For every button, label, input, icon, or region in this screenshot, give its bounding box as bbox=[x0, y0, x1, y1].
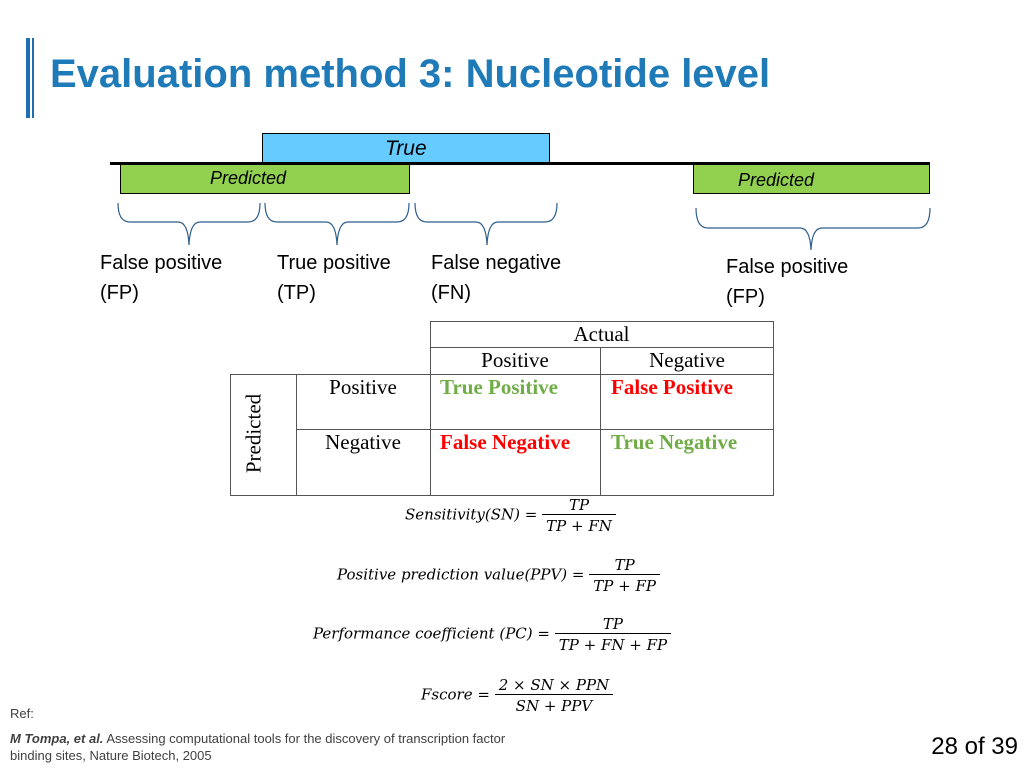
matrix-hline-1 bbox=[430, 347, 773, 348]
formula-fraction: 2 × SN × PPN SN + PPV bbox=[494, 676, 614, 715]
bracket-label-line1: False positive bbox=[100, 252, 223, 274]
matrix-vline-1 bbox=[296, 374, 297, 495]
matrix-hline-2 bbox=[296, 429, 773, 430]
matrix-vline-2 bbox=[600, 347, 601, 495]
formula-denominator: SN + PPV bbox=[494, 694, 614, 715]
cell-false-positive: False Positive bbox=[611, 375, 733, 399]
row-header-negative: Negative bbox=[325, 430, 401, 454]
reference-label: Ref: bbox=[10, 706, 34, 721]
formula-numerator: TP bbox=[602, 615, 623, 633]
bracket-label-tp: True positive (TP) bbox=[277, 248, 391, 308]
true-label: True bbox=[385, 137, 427, 160]
formula-pc: Performance coefficient (PC) = TP TP + FN… bbox=[313, 615, 672, 654]
predicted-label-left: Predicted bbox=[210, 168, 287, 188]
formula-numerator: TP bbox=[568, 496, 590, 514]
bracket-label-line1: True positive bbox=[277, 252, 391, 274]
actual-header: Actual bbox=[573, 322, 630, 346]
formula-denominator: TP + FP bbox=[589, 574, 660, 595]
formula-fraction: TP TP + FN + FP bbox=[554, 615, 672, 654]
formula-ppv: Positive prediction value(PPV) = TP TP + … bbox=[337, 556, 660, 595]
formula-lhs: Sensitivity(SN) = bbox=[405, 505, 538, 524]
formula-lhs: Positive prediction value(PPV) = bbox=[337, 565, 585, 584]
brace-fp-left bbox=[117, 202, 261, 246]
cell-true-negative: True Negative bbox=[611, 430, 738, 454]
formula-numerator: 2 × SN × PPN bbox=[498, 676, 610, 694]
formula-numerator: TP bbox=[614, 556, 635, 574]
predicted-label-right: Predicted bbox=[738, 170, 815, 190]
bracket-label-line2: (FP) bbox=[726, 286, 765, 308]
matrix-outer-bottom bbox=[230, 374, 774, 496]
bracket-label-line1: False positive bbox=[726, 256, 849, 278]
slide-title: Evaluation method 3: Nucleotide level bbox=[50, 52, 771, 96]
bracket-label-line2: (TP) bbox=[277, 282, 316, 304]
formula-fraction: TP TP + FN bbox=[542, 496, 616, 535]
bracket-label-line1: False negative bbox=[431, 252, 562, 274]
formula-sensitivity: Sensitivity(SN) = TP TP + FN bbox=[405, 496, 616, 535]
cell-true-positive: True Positive bbox=[440, 375, 559, 399]
cell-false-negative: False Negative bbox=[440, 430, 571, 454]
bracket-label-fn: False negative (FN) bbox=[431, 248, 561, 308]
braces-layer bbox=[117, 202, 931, 251]
predicted-box-right bbox=[693, 164, 930, 194]
row-header-positive: Positive bbox=[329, 375, 397, 399]
bracket-label-fp-left: False positive (FP) bbox=[100, 248, 222, 308]
formula-denominator: TP + FN + FP bbox=[554, 633, 672, 654]
formula-lhs: Performance coefficient (PC) = bbox=[313, 624, 550, 643]
true-region-box bbox=[262, 133, 550, 163]
brace-tp bbox=[264, 202, 410, 246]
brace-fn bbox=[414, 202, 558, 246]
brace-fp-right bbox=[695, 207, 931, 251]
formula-lhs: Fscore = bbox=[421, 685, 490, 704]
col-header-negative: Negative bbox=[649, 348, 725, 372]
bracket-label-fp-right: False positive (FP) bbox=[726, 252, 848, 312]
reference-citation: M Tompa, et al. Assessing computational … bbox=[10, 730, 530, 764]
formula-fscore: Fscore = 2 × SN × PPN SN + PPV bbox=[421, 676, 614, 715]
reference-authors: M Tompa, et al. bbox=[10, 731, 104, 746]
predicted-header: Predicted bbox=[241, 393, 266, 474]
title-accent-bar bbox=[26, 38, 30, 118]
title-accent-bar-thin bbox=[32, 38, 34, 118]
confusion-matrix: Actual Positive Negative Predicted Posit… bbox=[230, 321, 774, 496]
predicted-box-left bbox=[120, 164, 410, 194]
sequence-line bbox=[110, 162, 930, 165]
reference-text: Assessing computational tools for the di… bbox=[10, 731, 506, 763]
bracket-label-line2: (FN) bbox=[431, 282, 471, 304]
formula-fraction: TP TP + FP bbox=[589, 556, 660, 595]
bracket-label-line2: (FP) bbox=[100, 282, 139, 304]
formula-denominator: TP + FN bbox=[542, 514, 616, 535]
page-number: 28 of 39 bbox=[931, 733, 1018, 760]
col-header-positive: Positive bbox=[481, 348, 549, 372]
